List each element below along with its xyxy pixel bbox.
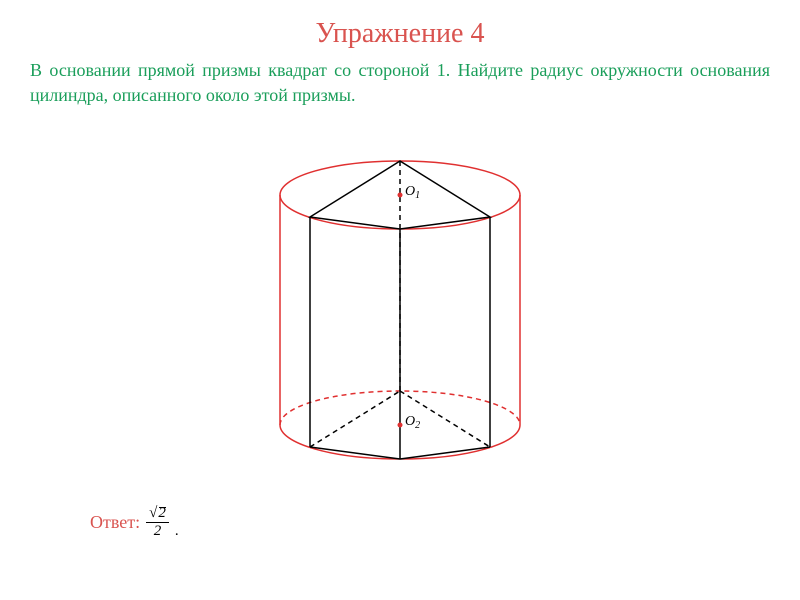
answer-formula: √2 2 (146, 505, 169, 540)
problem-statement: В основании прямой призмы квадрат со сто… (0, 58, 800, 108)
answer-block: Ответ: √2 2 . (90, 505, 179, 540)
geometry-diagram: O1 O2 (250, 145, 550, 485)
bottom-square-back-left (310, 391, 400, 447)
label-o2: O2 (405, 414, 420, 431)
formula-denominator: 2 (151, 523, 165, 540)
point-o2 (398, 423, 403, 428)
answer-label: Ответ: (90, 512, 140, 533)
formula-period: . (175, 523, 179, 540)
point-o1 (398, 193, 403, 198)
exercise-title: Упражнение 4 (0, 0, 800, 58)
label-o1: O1 (405, 184, 420, 201)
